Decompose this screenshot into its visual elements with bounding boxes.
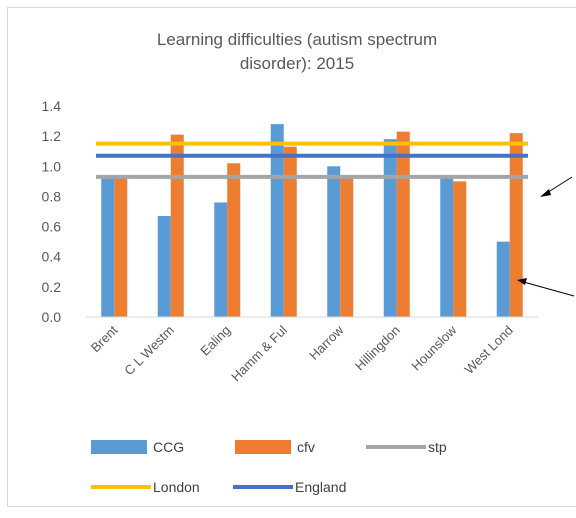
bar-ccg-4 (327, 166, 341, 317)
y-tick-label: 0.0 (42, 309, 62, 325)
bar-cfv-5 (396, 131, 410, 317)
bar-cfv-3 (283, 146, 297, 317)
legend-label-ccg: CCG (153, 439, 184, 455)
legend-swatch-ccg (91, 440, 147, 454)
bar-ccg-3 (270, 124, 284, 317)
y-tick-label: 0.6 (42, 219, 62, 235)
bar-ccg-2 (214, 202, 228, 317)
chart-title-line-1: Learning difficulties (autism spectrum (157, 30, 437, 49)
bar-ccg-1 (157, 216, 171, 317)
bar-cfv-7 (509, 133, 523, 317)
bar-ccg-7 (496, 241, 510, 317)
bar-cfv-4 (340, 176, 354, 317)
y-tick-label: 1.0 (42, 158, 62, 174)
legend-label-england: England (295, 479, 346, 495)
x-category-label: Ealing (197, 323, 233, 359)
bar-cfv-1 (170, 134, 184, 317)
bar-cfv-0 (114, 176, 128, 317)
bars (101, 124, 523, 317)
legend: CCG cfv stp London England (91, 439, 447, 495)
arrow-line-lower (519, 280, 575, 297)
reference-lines (96, 141, 528, 179)
bar-cfv-2 (227, 163, 241, 317)
legend-label-stp: stp (428, 439, 447, 455)
y-axis: 0.0 0.2 0.4 0.6 0.8 1.0 1.2 1.4 (42, 98, 62, 325)
x-category-label: Brent (88, 322, 121, 355)
bar-cfv-6 (453, 181, 467, 317)
y-tick-label: 0.4 (42, 249, 62, 265)
bar-ccg-5 (383, 139, 397, 317)
legend-label-cfv: cfv (297, 439, 315, 455)
y-tick-label: 1.4 (42, 98, 62, 114)
arrow-head-upper (540, 189, 551, 197)
annotation-arrows (517, 176, 575, 297)
bar-ccg-6 (440, 176, 454, 317)
arrow-head-lower (517, 278, 527, 285)
bar-ccg-0 (101, 175, 115, 317)
y-tick-label: 1.2 (42, 128, 62, 144)
y-tick-label: 0.2 (42, 279, 62, 295)
x-category-label: Hamm & Ful (228, 322, 290, 384)
chart-title-line-2: disorder): 2015 (240, 54, 354, 73)
y-tick-label: 0.8 (42, 188, 62, 204)
legend-label-london: London (153, 479, 200, 495)
x-category-label: Hounslow (408, 322, 459, 373)
x-category-label: C L Westm (121, 323, 177, 379)
x-category-label: Harrow (306, 322, 347, 363)
x-category-label: Hillingdon (352, 323, 403, 374)
legend-swatch-cfv (235, 440, 291, 454)
x-category-label: West Lond (461, 323, 515, 377)
